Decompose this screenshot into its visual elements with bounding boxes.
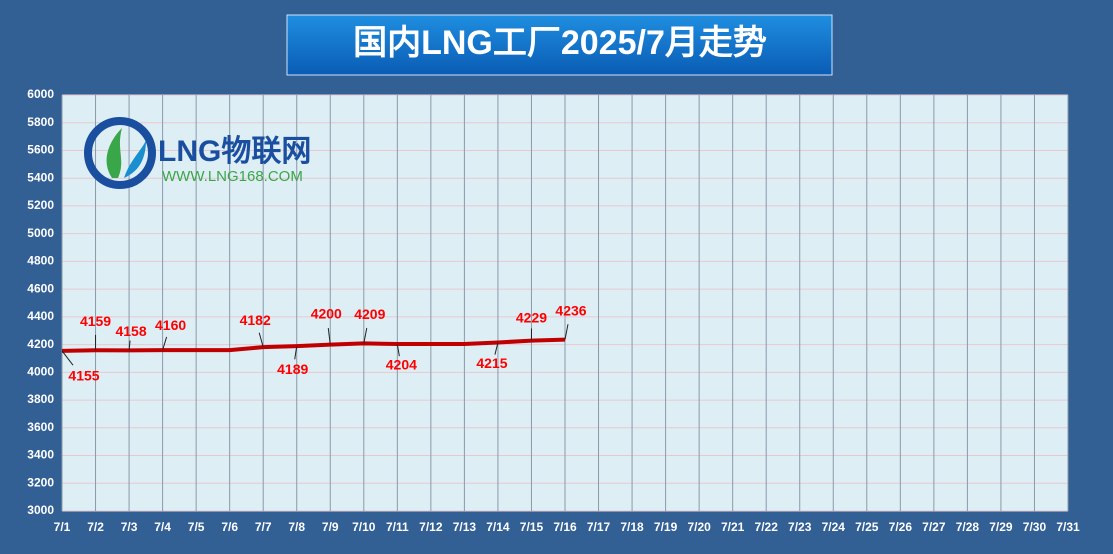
x-tick-label: 7/22: [755, 520, 779, 534]
leader-line: [61, 350, 74, 366]
x-tick-label: 7/20: [687, 520, 711, 534]
data-label: 4158: [115, 323, 146, 339]
data-label: 4155: [68, 368, 99, 384]
y-tick-label: 4400: [27, 309, 54, 323]
x-tick-label: 7/14: [486, 520, 510, 534]
y-tick-label: 3600: [27, 420, 54, 434]
leader-line: [327, 328, 331, 345]
leader-line: [396, 343, 400, 357]
y-tick-label: 4600: [27, 281, 54, 295]
x-tick-label: 7/31: [1056, 520, 1080, 534]
logo-ring: [84, 117, 156, 189]
data-label: 4204: [386, 357, 417, 373]
y-tick-label: 5600: [27, 143, 54, 157]
x-tick-label: 7/9: [322, 520, 339, 534]
x-tick-label: 7/11: [386, 520, 409, 534]
x-tick-label: 7/7: [255, 520, 272, 534]
leader-line: [494, 342, 499, 355]
x-tick-label: 7/21: [721, 520, 745, 534]
chart-title: 国内LNG工厂2025/7月走势: [353, 24, 767, 62]
x-tick-label: 7/28: [956, 520, 980, 534]
x-tick-label: 7/27: [922, 520, 946, 534]
x-tick-label: 7/23: [788, 520, 812, 534]
leader-line: [162, 336, 168, 351]
x-tick-label: 7/12: [419, 520, 443, 534]
leader-line: [258, 332, 264, 348]
y-tick-label: 6000: [27, 87, 54, 101]
logo-leaf: [124, 140, 146, 178]
data-label: 4215: [476, 355, 507, 371]
data-label: 4200: [311, 305, 342, 321]
y-tick-label: 3400: [27, 448, 54, 462]
x-tick-label: 7/2: [87, 520, 104, 534]
y-tick-label: 5200: [27, 198, 54, 212]
x-tick-label: 7/8: [288, 520, 305, 534]
logo-url: WWW.LNG168.COM: [162, 168, 303, 185]
y-tick-label: 5800: [27, 115, 54, 129]
x-tick-label: 7/29: [989, 520, 1013, 534]
data-label: 4159: [80, 313, 111, 329]
logo-text: LNG物联网: [158, 135, 311, 168]
logo-leaf: [106, 128, 122, 178]
x-tick-label: 7/17: [587, 520, 611, 534]
y-tick-label: 5000: [27, 226, 54, 240]
y-tick-label: 4000: [27, 365, 54, 379]
y-tick-label: 5400: [27, 170, 54, 184]
y-tick-label: 3200: [27, 475, 54, 489]
x-tick-label: 7/18: [620, 520, 644, 534]
logo: LNG物联网 WWW.LNG168.COM: [84, 117, 311, 189]
x-tick-label: 7/26: [889, 520, 913, 534]
x-tick-label: 7/30: [1023, 520, 1047, 534]
x-tick-label: 7/3: [121, 520, 138, 534]
leader-line: [128, 340, 131, 351]
y-tick-label: 4800: [27, 254, 54, 268]
data-label: 4182: [240, 312, 271, 328]
line-series: [61, 337, 566, 353]
x-tick-label: 7/15: [520, 520, 544, 534]
leader-line: [294, 346, 298, 360]
y-tick-label: 3800: [27, 392, 54, 406]
x-tick-label: 7/1: [54, 520, 71, 534]
x-tick-label: 7/6: [221, 520, 238, 534]
data-label: 4160: [155, 317, 186, 333]
x-tick-label: 7/10: [352, 520, 376, 534]
data-label: 4209: [354, 306, 385, 322]
title-box: [286, 14, 833, 76]
x-tick-label: 7/24: [822, 520, 846, 534]
x-tick-label: 7/25: [855, 520, 879, 534]
leader-line: [564, 324, 569, 340]
data-label: 4189: [277, 361, 308, 377]
data-label: 4236: [555, 302, 586, 318]
x-tick-label: 7/13: [453, 520, 477, 534]
y-tick-label: 4200: [27, 337, 54, 351]
y-tick-label: 3000: [27, 503, 54, 517]
x-tick-label: 7/4: [154, 520, 171, 534]
x-tick-label: 7/16: [553, 520, 577, 534]
data-label: 4229: [516, 309, 547, 325]
leader-line: [363, 327, 368, 344]
x-tick-label: 7/5: [188, 520, 205, 534]
x-tick-label: 7/19: [654, 520, 678, 534]
